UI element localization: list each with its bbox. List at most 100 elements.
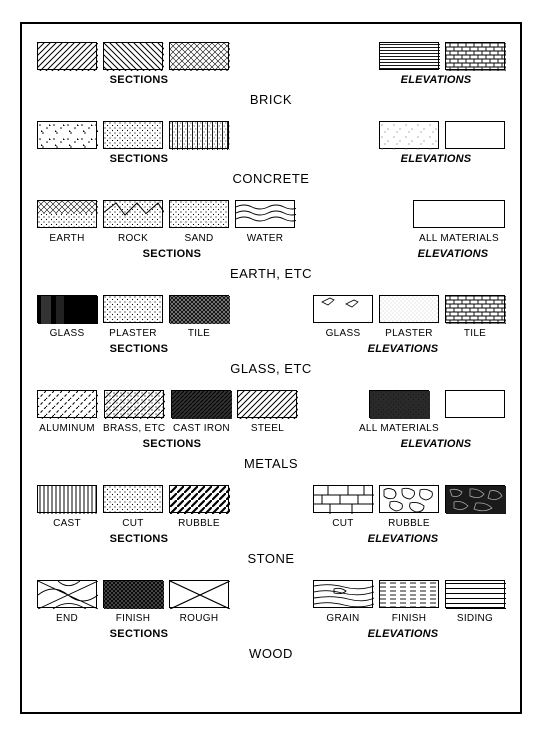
elevations-block: ALL MATERIALS: [410, 200, 508, 244]
swatch-label: GLASS: [50, 328, 85, 339]
swatch-row: EARTHROCKSANDWATERALL MATERIALS: [34, 200, 508, 244]
swatch-cell: GLASS: [313, 295, 373, 339]
swatch-label: BRASS, ETC: [103, 423, 165, 434]
swatch-cell: [37, 121, 97, 149]
swatch-cell: [379, 42, 439, 70]
material-group: EARTHROCKSANDWATERALL MATERIALSSECTIONSE…: [34, 200, 508, 281]
sublabel-row: SECTIONSELEVATIONS: [34, 70, 508, 86]
swatch-label: PLASTER: [109, 328, 157, 339]
group-title: GLASS, ETC: [34, 361, 508, 376]
sublabel-row: SECTIONSELEVATIONS: [34, 339, 508, 355]
swatch: [445, 295, 505, 323]
swatch: [379, 485, 439, 513]
swatch-cell: SIDING: [445, 580, 505, 624]
swatch-cell: [169, 42, 229, 70]
elevations-block: CUT RUBBLE: [310, 485, 508, 529]
swatch-label: FINISH: [392, 613, 427, 624]
swatch: [103, 121, 163, 149]
sublabel-row: SECTIONSELEVATIONS: [34, 529, 508, 545]
swatch-cell: FINISH: [379, 580, 439, 624]
sections-sublabel: SECTIONS: [110, 628, 169, 640]
swatch-cell: EARTH: [37, 200, 97, 244]
elevations-sublabel: ELEVATIONS: [401, 153, 472, 165]
material-group: SECTIONSELEVATIONSBRICK: [34, 42, 508, 107]
sublabel-row: SECTIONSELEVATIONS: [34, 624, 508, 640]
swatch: [313, 580, 373, 608]
elevations-sublabel: ELEVATIONS: [401, 438, 472, 450]
sublabel-row: SECTIONSELEVATIONS: [34, 244, 508, 260]
swatch: [169, 200, 229, 228]
swatch-cell: [379, 121, 439, 149]
swatch-row: ENDFINISHROUGHGRAINFINISHSIDING: [34, 580, 508, 624]
sections-block: CASTCUTRUBBLE: [34, 485, 232, 529]
sections-sublabel: SECTIONS: [143, 248, 202, 260]
swatch: [169, 485, 229, 513]
swatch: [445, 121, 505, 149]
swatch: [37, 42, 97, 70]
group-title: METALS: [34, 456, 508, 471]
group-title: STONE: [34, 551, 508, 566]
group-title: WOOD: [34, 646, 508, 661]
material-group: ALUMINUM BRASS, ETC CAST IRON STEEL ALL MATE…: [34, 390, 508, 471]
swatch: [169, 580, 229, 608]
swatch: [313, 295, 373, 323]
swatch: [445, 580, 505, 608]
group-title: CONCRETE: [34, 171, 508, 186]
sections-sublabel: SECTIONS: [110, 74, 169, 86]
sections-block: ALUMINUM BRASS, ETC CAST IRON STEEL: [34, 390, 300, 434]
swatch-label: PLASTER: [385, 328, 433, 339]
sections-block: [34, 42, 232, 70]
swatch-cell: CAST: [37, 485, 97, 529]
swatch-cell: [445, 42, 505, 70]
swatch: [37, 200, 97, 228]
swatch-label: ALUMINUM: [39, 423, 95, 434]
swatch-label: SAND: [185, 233, 214, 244]
swatch-cell: RUBBLE: [379, 485, 439, 529]
material-group: CASTCUTRUBBLE CUT RUBBLESECTIONSELEVATIONS…: [34, 485, 508, 566]
swatch-label: CUT: [332, 518, 353, 529]
swatch: [445, 485, 505, 513]
swatch: [169, 42, 229, 70]
sections-block: GLASS PLASTER TILE: [34, 295, 232, 339]
sections-sublabel: SECTIONS: [110, 343, 169, 355]
sections-sublabel: SECTIONS: [110, 533, 169, 545]
swatch-label: CAST IRON: [173, 423, 230, 434]
material-group: GLASSPLASTERTILEGLASSPLASTERTILESECTIONS…: [34, 295, 508, 376]
elevations-block: GRAINFINISHSIDING: [310, 580, 508, 624]
material-group: ENDFINISHROUGHGRAINFINISHSIDINGSECTIONSE…: [34, 580, 508, 661]
swatch: [235, 200, 295, 228]
swatch: [37, 390, 97, 418]
swatch-cell: TILE: [169, 295, 229, 339]
swatch-cell: PLASTER: [379, 295, 439, 339]
swatch-cell: ALL MATERIALS: [359, 390, 439, 434]
elevations-block: GLASS PLASTER TILE: [310, 295, 508, 339]
swatch: [313, 485, 373, 513]
swatch-cell: END: [37, 580, 97, 624]
swatch-cell: FINISH: [103, 580, 163, 624]
swatch-cell: BRASS, ETC: [103, 390, 165, 434]
swatch-cell: SAND: [169, 200, 229, 244]
swatch: [103, 295, 163, 323]
elevations-block: [376, 121, 508, 149]
swatch: [379, 295, 439, 323]
swatch-cell: RUBBLE: [169, 485, 229, 529]
swatch-label: ALL MATERIALS: [419, 233, 499, 244]
swatch: [103, 42, 163, 70]
page: SECTIONSELEVATIONSBRICKSECTIONSELEVATION…: [0, 0, 542, 736]
swatch-label: TILE: [188, 328, 210, 339]
swatch-cell: GLASS: [37, 295, 97, 339]
swatch: [104, 390, 164, 418]
swatch: [171, 390, 231, 418]
swatch-cell: ROUGH: [169, 580, 229, 624]
sublabel-row: SECTIONSELEVATIONS: [34, 434, 508, 450]
swatch-cell: [103, 42, 163, 70]
swatch-label: ROUGH: [180, 613, 219, 624]
swatch-cell: [37, 42, 97, 70]
swatch-label: TILE: [464, 328, 486, 339]
swatch-row: ALUMINUM BRASS, ETC CAST IRON STEEL ALL MATE…: [34, 390, 508, 434]
sections-block: ENDFINISH ROUGH: [34, 580, 232, 624]
sublabel-row: SECTIONSELEVATIONS: [34, 149, 508, 165]
swatch: [445, 42, 505, 70]
swatch: [37, 295, 97, 323]
swatch-cell: STEEL: [237, 390, 297, 434]
